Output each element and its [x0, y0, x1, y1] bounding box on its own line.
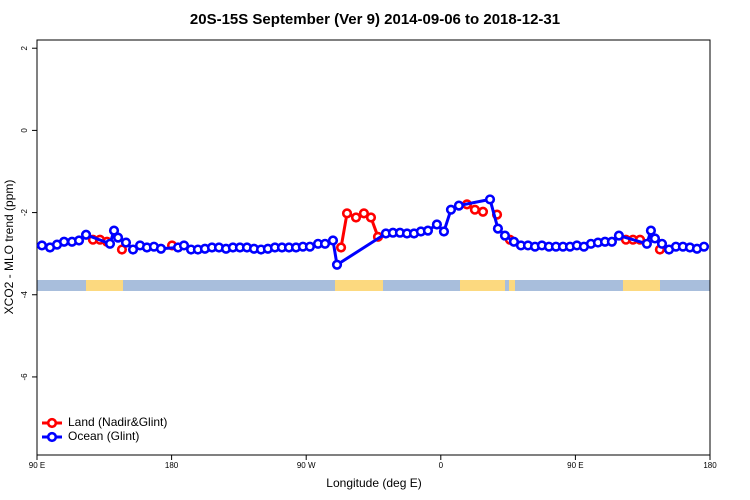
point	[127, 244, 139, 255]
x-tick-label: 90 E	[29, 461, 45, 470]
point	[335, 242, 347, 253]
chart-title: 20S-15S September (Ver 9) 2014-09-06 to …	[190, 11, 560, 28]
point	[112, 232, 124, 243]
point	[341, 208, 353, 219]
point	[422, 225, 434, 236]
point	[469, 204, 480, 215]
point	[108, 225, 120, 236]
land-mask	[86, 280, 123, 291]
point	[155, 243, 167, 254]
x-axis-label: Longitude (deg E)	[326, 476, 421, 490]
point	[641, 238, 652, 249]
point	[484, 194, 496, 205]
point	[80, 229, 92, 240]
point	[499, 230, 511, 241]
x-tick-label: 180	[165, 461, 179, 470]
y-tick-label: -4	[20, 291, 29, 299]
point	[331, 259, 343, 270]
legend-label: Land (Nadir&Glint)	[68, 415, 167, 429]
point	[358, 208, 370, 219]
y-axis-label: XCO2 - MLO trend (ppm)	[2, 180, 16, 315]
point	[453, 200, 464, 211]
point	[319, 238, 331, 249]
point	[116, 244, 128, 255]
point	[649, 233, 661, 244]
point	[36, 240, 48, 251]
y-tick-label: -6	[20, 373, 29, 381]
point	[438, 226, 450, 237]
point	[656, 238, 668, 249]
y-tick-label: 0	[20, 128, 29, 133]
x-tick-label: 0	[439, 461, 444, 470]
point	[613, 230, 625, 241]
plot-frame	[36, 39, 711, 456]
point	[58, 236, 70, 247]
point	[350, 212, 362, 223]
point	[431, 219, 443, 230]
point	[698, 241, 710, 252]
point	[120, 237, 132, 248]
y-tick-label: 2	[20, 45, 29, 50]
point	[73, 235, 85, 246]
point	[445, 204, 457, 215]
land-mask	[335, 280, 383, 291]
x-tick-label: 90 E	[567, 461, 583, 470]
land-mask	[623, 280, 660, 291]
legend-marker	[46, 417, 58, 429]
x-tick-label: 90 W	[297, 461, 316, 470]
land-mask	[509, 280, 515, 291]
surface-mask	[37, 280, 710, 291]
y-tick-label: -2	[20, 208, 29, 216]
legend-marker	[46, 431, 58, 443]
land-mask	[460, 280, 505, 291]
point	[104, 238, 116, 249]
point	[477, 206, 489, 217]
point	[365, 212, 377, 223]
point	[645, 225, 657, 236]
legend-label: Ocean (Glint)	[68, 429, 139, 443]
point	[304, 241, 316, 252]
point	[492, 223, 504, 234]
point	[178, 240, 190, 251]
series-line	[41, 197, 705, 268]
x-tick-label: 180	[703, 461, 717, 470]
point	[606, 236, 617, 247]
point	[327, 235, 339, 246]
